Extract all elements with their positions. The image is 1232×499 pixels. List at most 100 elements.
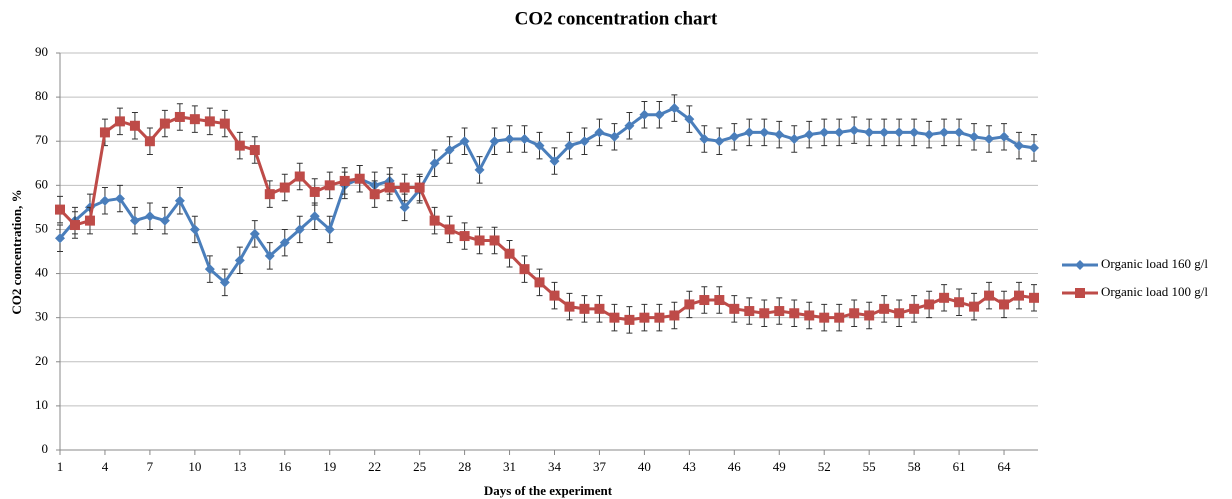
data-point <box>174 111 185 122</box>
data-point <box>594 127 605 138</box>
data-point <box>354 173 365 184</box>
x-tick-label: 7 <box>147 459 154 474</box>
chart-title: CO2 concentration chart <box>515 8 718 29</box>
data-point <box>714 295 725 306</box>
data-point <box>219 277 230 288</box>
y-tick-label: 20 <box>35 353 48 368</box>
data-point <box>444 224 455 235</box>
data-point <box>1014 290 1025 301</box>
x-tick-label: 43 <box>683 459 696 474</box>
series-line <box>58 106 1035 285</box>
data-point <box>819 312 830 323</box>
data-point <box>864 310 875 321</box>
data-point <box>309 186 320 197</box>
y-tick-label: 40 <box>35 265 48 280</box>
data-point <box>189 224 200 235</box>
data-point <box>204 116 215 127</box>
data-point <box>474 235 485 246</box>
data-point <box>99 127 110 138</box>
data-point <box>144 211 155 222</box>
data-point <box>714 136 725 147</box>
data-point <box>69 220 80 231</box>
data-point <box>399 202 410 213</box>
data-point <box>894 308 905 319</box>
data-point <box>954 127 965 138</box>
data-point <box>759 127 770 138</box>
data-point <box>834 312 845 323</box>
data-point <box>999 299 1010 310</box>
data-point <box>684 299 695 310</box>
data-point <box>339 175 350 186</box>
data-point <box>639 109 650 120</box>
data-point <box>684 114 695 125</box>
data-point <box>819 127 830 138</box>
data-point <box>789 308 800 319</box>
x-tick-label: 1 <box>57 459 64 474</box>
data-point <box>264 250 275 261</box>
data-point <box>279 182 290 193</box>
data-point <box>654 312 665 323</box>
data-point <box>549 156 560 167</box>
y-tick-label: 60 <box>35 176 48 191</box>
data-point <box>954 297 965 308</box>
data-point <box>594 303 605 314</box>
data-point <box>729 131 740 142</box>
x-tick-label: 13 <box>233 459 246 474</box>
x-tick-label: 37 <box>593 459 607 474</box>
data-point <box>174 195 185 206</box>
data-point <box>609 312 620 323</box>
legend-marker <box>1075 288 1085 298</box>
data-point <box>429 215 440 226</box>
data-point <box>114 193 125 204</box>
legend-label: Organic load 160 g/l <box>1101 256 1208 271</box>
data-point <box>534 140 545 151</box>
x-tick-label: 52 <box>818 459 831 474</box>
y-tick-label: 50 <box>35 220 48 235</box>
data-point <box>144 136 155 147</box>
data-point <box>579 136 590 147</box>
data-point <box>459 136 470 147</box>
data-point <box>744 306 755 317</box>
data-point <box>399 182 410 193</box>
legend-marker <box>1075 260 1085 270</box>
data-point <box>804 310 815 321</box>
x-tick-label: 31 <box>503 459 516 474</box>
x-tick-label: 28 <box>458 459 471 474</box>
data-point <box>669 310 680 321</box>
x-axis-title: Days of the experiment <box>484 483 613 498</box>
data-point <box>564 301 575 312</box>
data-point <box>699 295 710 306</box>
data-point <box>924 129 935 140</box>
x-tick-label: 61 <box>953 459 966 474</box>
data-point <box>264 189 275 200</box>
data-point <box>939 292 950 303</box>
data-point <box>864 127 875 138</box>
legend-label: Organic load 100 g/l <box>1101 284 1208 299</box>
data-point <box>849 125 860 136</box>
data-point <box>729 303 740 314</box>
x-tick-label: 46 <box>728 459 742 474</box>
data-point <box>489 235 500 246</box>
data-point <box>99 195 110 206</box>
x-tick-label: 58 <box>908 459 921 474</box>
data-point <box>624 120 635 131</box>
data-point <box>1029 292 1039 303</box>
data-point <box>759 308 770 319</box>
data-point <box>534 277 545 288</box>
data-point <box>504 134 515 145</box>
data-point <box>234 255 245 266</box>
data-point <box>519 264 530 275</box>
y-tick-label: 90 <box>35 44 48 59</box>
data-point <box>894 127 905 138</box>
data-point <box>774 306 785 317</box>
x-tick-label: 49 <box>773 459 786 474</box>
data-point <box>324 180 335 191</box>
data-point <box>204 264 215 275</box>
x-tick-label: 25 <box>413 459 426 474</box>
data-point <box>219 118 230 129</box>
data-point <box>909 127 920 138</box>
x-tick-label: 64 <box>998 459 1012 474</box>
data-point <box>84 215 95 226</box>
data-point <box>549 290 560 301</box>
data-point <box>489 136 500 147</box>
